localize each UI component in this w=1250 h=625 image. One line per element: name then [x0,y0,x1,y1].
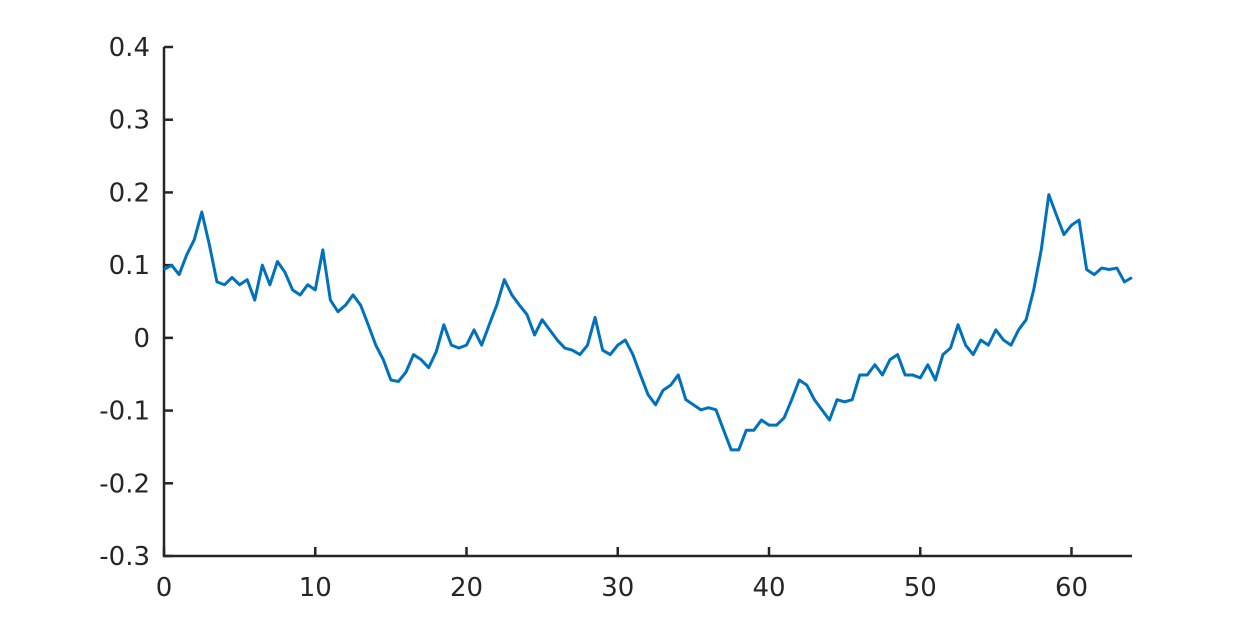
x-tick-label: 50 [904,573,937,603]
x-tick-label: 60 [1055,573,1088,603]
x-tick-label: 10 [299,573,332,603]
y-tick-label: 0.1 [109,251,150,281]
x-tick-label: 30 [601,573,634,603]
y-tick-label: -0.2 [99,469,150,499]
y-tick-label: 0.4 [109,33,150,63]
line [163,193,1133,452]
y-tick-label: 0 [133,324,150,354]
y-tick-label: 0.2 [109,178,150,208]
y-tick-label: -0.3 [99,542,150,572]
y-tick-label: -0.1 [99,397,150,427]
x-tick-label: 0 [156,573,173,603]
x-tick-label: 40 [752,573,785,603]
y-tick-label: 0.3 [109,106,150,136]
x-tick-label: 20 [450,573,483,603]
